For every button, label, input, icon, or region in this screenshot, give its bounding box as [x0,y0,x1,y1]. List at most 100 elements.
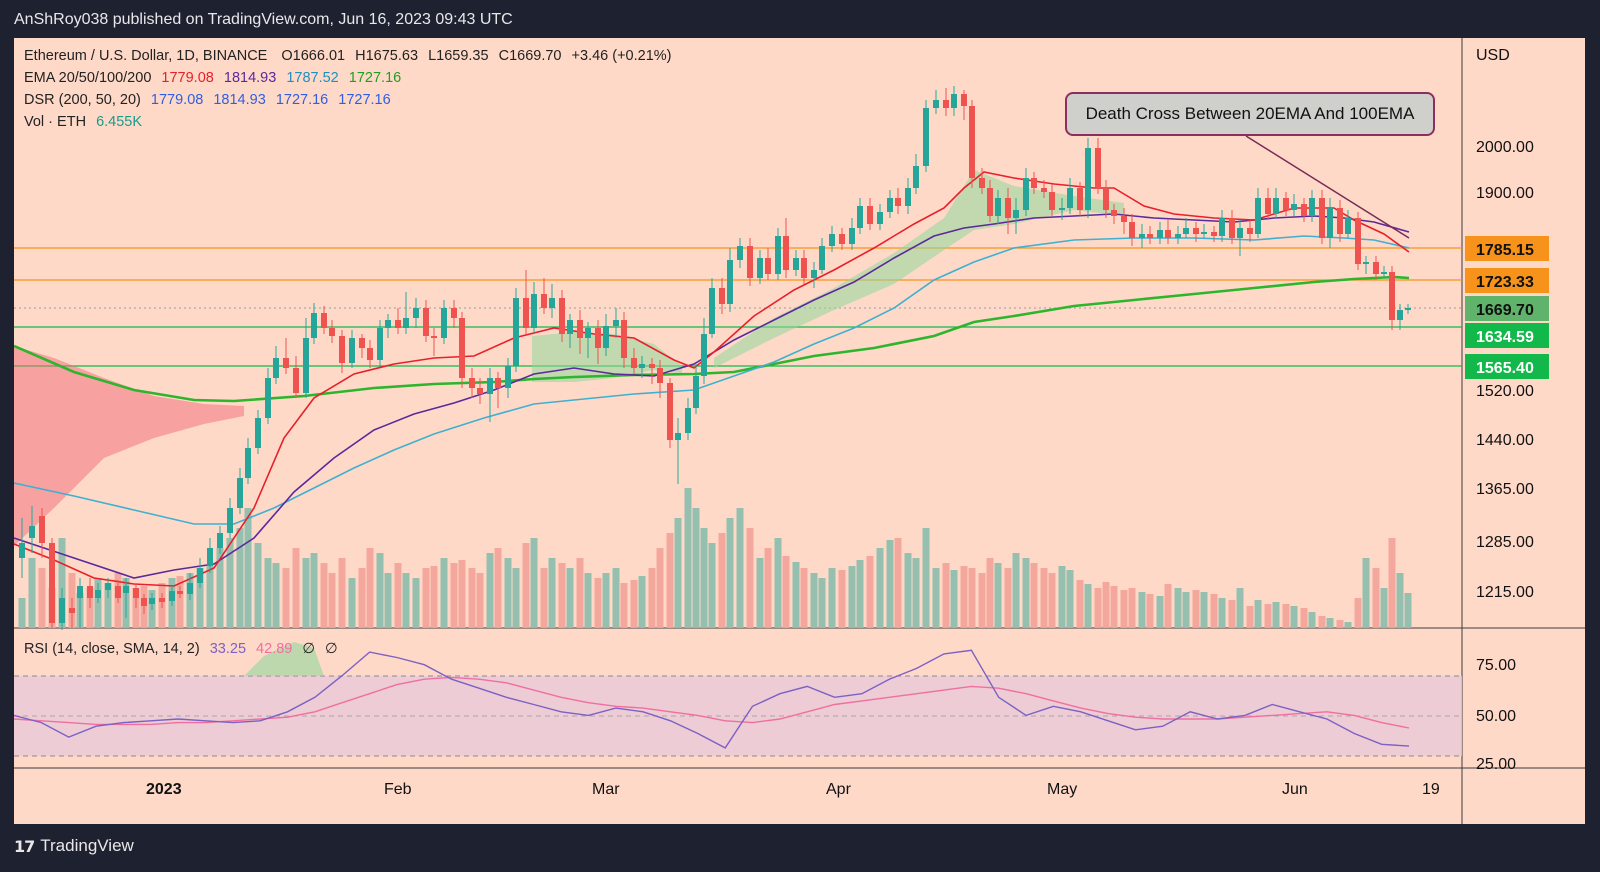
candle [159,593,165,608]
x-tick: Apr [826,781,852,798]
candle [1345,210,1351,238]
volume-bar [1326,618,1334,628]
legend-symbol-row[interactable]: Ethereum / U.S. Dollar, 1D, BINANCE O166… [24,48,672,64]
volume-bar [856,560,864,628]
ema-20-value: 1779.08 [161,70,214,86]
candle [1165,220,1171,244]
dsr-value-1: 1779.08 [150,92,204,108]
candle [217,526,223,554]
volume-bar [584,573,592,628]
volume-bar [366,548,374,628]
candle [951,86,957,116]
volume-bar [1228,600,1236,628]
volume-bar [1218,598,1226,628]
candle [877,204,883,230]
candle [367,340,373,368]
dsr-label: DSR (200, 50, 20) [24,92,141,108]
time-axis[interactable]: 2023 Feb Mar Apr May Jun 19 [146,781,1440,798]
candle [1059,198,1065,220]
x-tick: May [1047,781,1077,798]
candle [273,346,279,384]
volume-bar [1110,586,1118,628]
volume-bar [548,558,556,628]
candle [1255,188,1261,238]
level-label: 1785.15 [1476,242,1534,259]
volume-bar [674,518,682,628]
volume-bar [264,558,272,628]
volume-bar [1264,604,1272,628]
ohlc-low-label: L [428,48,437,64]
ema-100-line [14,235,1410,525]
candle [603,314,609,356]
volume-bar [986,558,994,628]
candle [1389,266,1395,330]
legend-ema-row[interactable]: EMA 20/50/100/200 1779.08 1814.93 1787.5… [24,70,401,86]
ema-100-value: 1787.52 [286,70,339,86]
volume-bar [1004,568,1012,628]
legend-volume-row[interactable]: Vol · ETH 6.455K [24,114,142,130]
volume-bar [876,548,884,628]
candle [39,508,45,558]
volume-bar [886,540,894,628]
volume-bar [328,573,336,628]
candle [29,506,35,553]
candle [987,180,993,222]
candle [541,278,547,314]
volume-bar [594,578,602,628]
tradingview-brand[interactable]: 17 TradingView [14,836,134,856]
annotation-leader-line [1245,135,1410,239]
volume-bar [1048,573,1056,628]
volume-bar [922,528,930,628]
candle [59,588,65,630]
candle [675,418,681,484]
x-tick: Jun [1282,781,1308,798]
volume-bar [576,558,584,628]
volume-bar [764,548,772,628]
candle [829,226,835,252]
volume-bar [1372,568,1380,628]
volume-bar [28,558,36,628]
candle [49,538,55,628]
legend-dsr-row[interactable]: DSR (200, 50, 20) 1779.08 1814.93 1727.1… [24,92,391,108]
price-chart[interactable]: USD 2000.00 1900.00 1520.00 1440.00 1365… [14,38,1585,824]
volume-bar [292,548,300,628]
candle [1041,180,1047,198]
brand-name: TradingView [40,836,134,855]
volume-bar [504,558,512,628]
publisher-bar: AnShRoy038 published on TradingView.com,… [0,0,1600,38]
level-label: 1723.33 [1476,274,1534,291]
volume-bar [612,568,620,628]
volume-bar [756,558,764,628]
candle [237,468,243,514]
candle [123,578,129,618]
death-cross-annotation[interactable]: Death Cross Between 20EMA And 100EMA [1065,92,1435,136]
volume-bar [866,556,874,628]
volume-bar [932,568,940,628]
volume-bar [960,566,968,628]
candle [1139,224,1145,248]
level-label-bg [1465,354,1549,379]
candle [933,90,939,114]
candle [775,228,781,280]
candle [1085,138,1091,218]
volume-bar [950,570,958,628]
volume-bar [736,508,744,628]
candle [577,310,583,354]
candle [1013,198,1019,234]
volume-bar [1058,566,1066,628]
volume-bar [384,573,392,628]
volume-bar [1388,538,1396,628]
volume-bar [1030,563,1038,628]
candle [1095,138,1101,194]
candle [839,228,845,250]
volume-bar [1404,593,1412,628]
volume-bar [272,563,280,628]
volume-bar [1336,620,1344,628]
volume-bar [620,583,628,628]
price-axis[interactable]: USD 2000.00 1900.00 1520.00 1440.00 1365… [1465,47,1549,773]
ohlc-open: 1666.01 [292,48,346,64]
legend-rsi-row[interactable]: RSI (14, close, SMA, 14, 2) 33.25 42.89 … [24,641,338,657]
volume-bar [828,568,836,628]
x-tick: Mar [592,781,620,798]
volume-bar [236,528,244,628]
